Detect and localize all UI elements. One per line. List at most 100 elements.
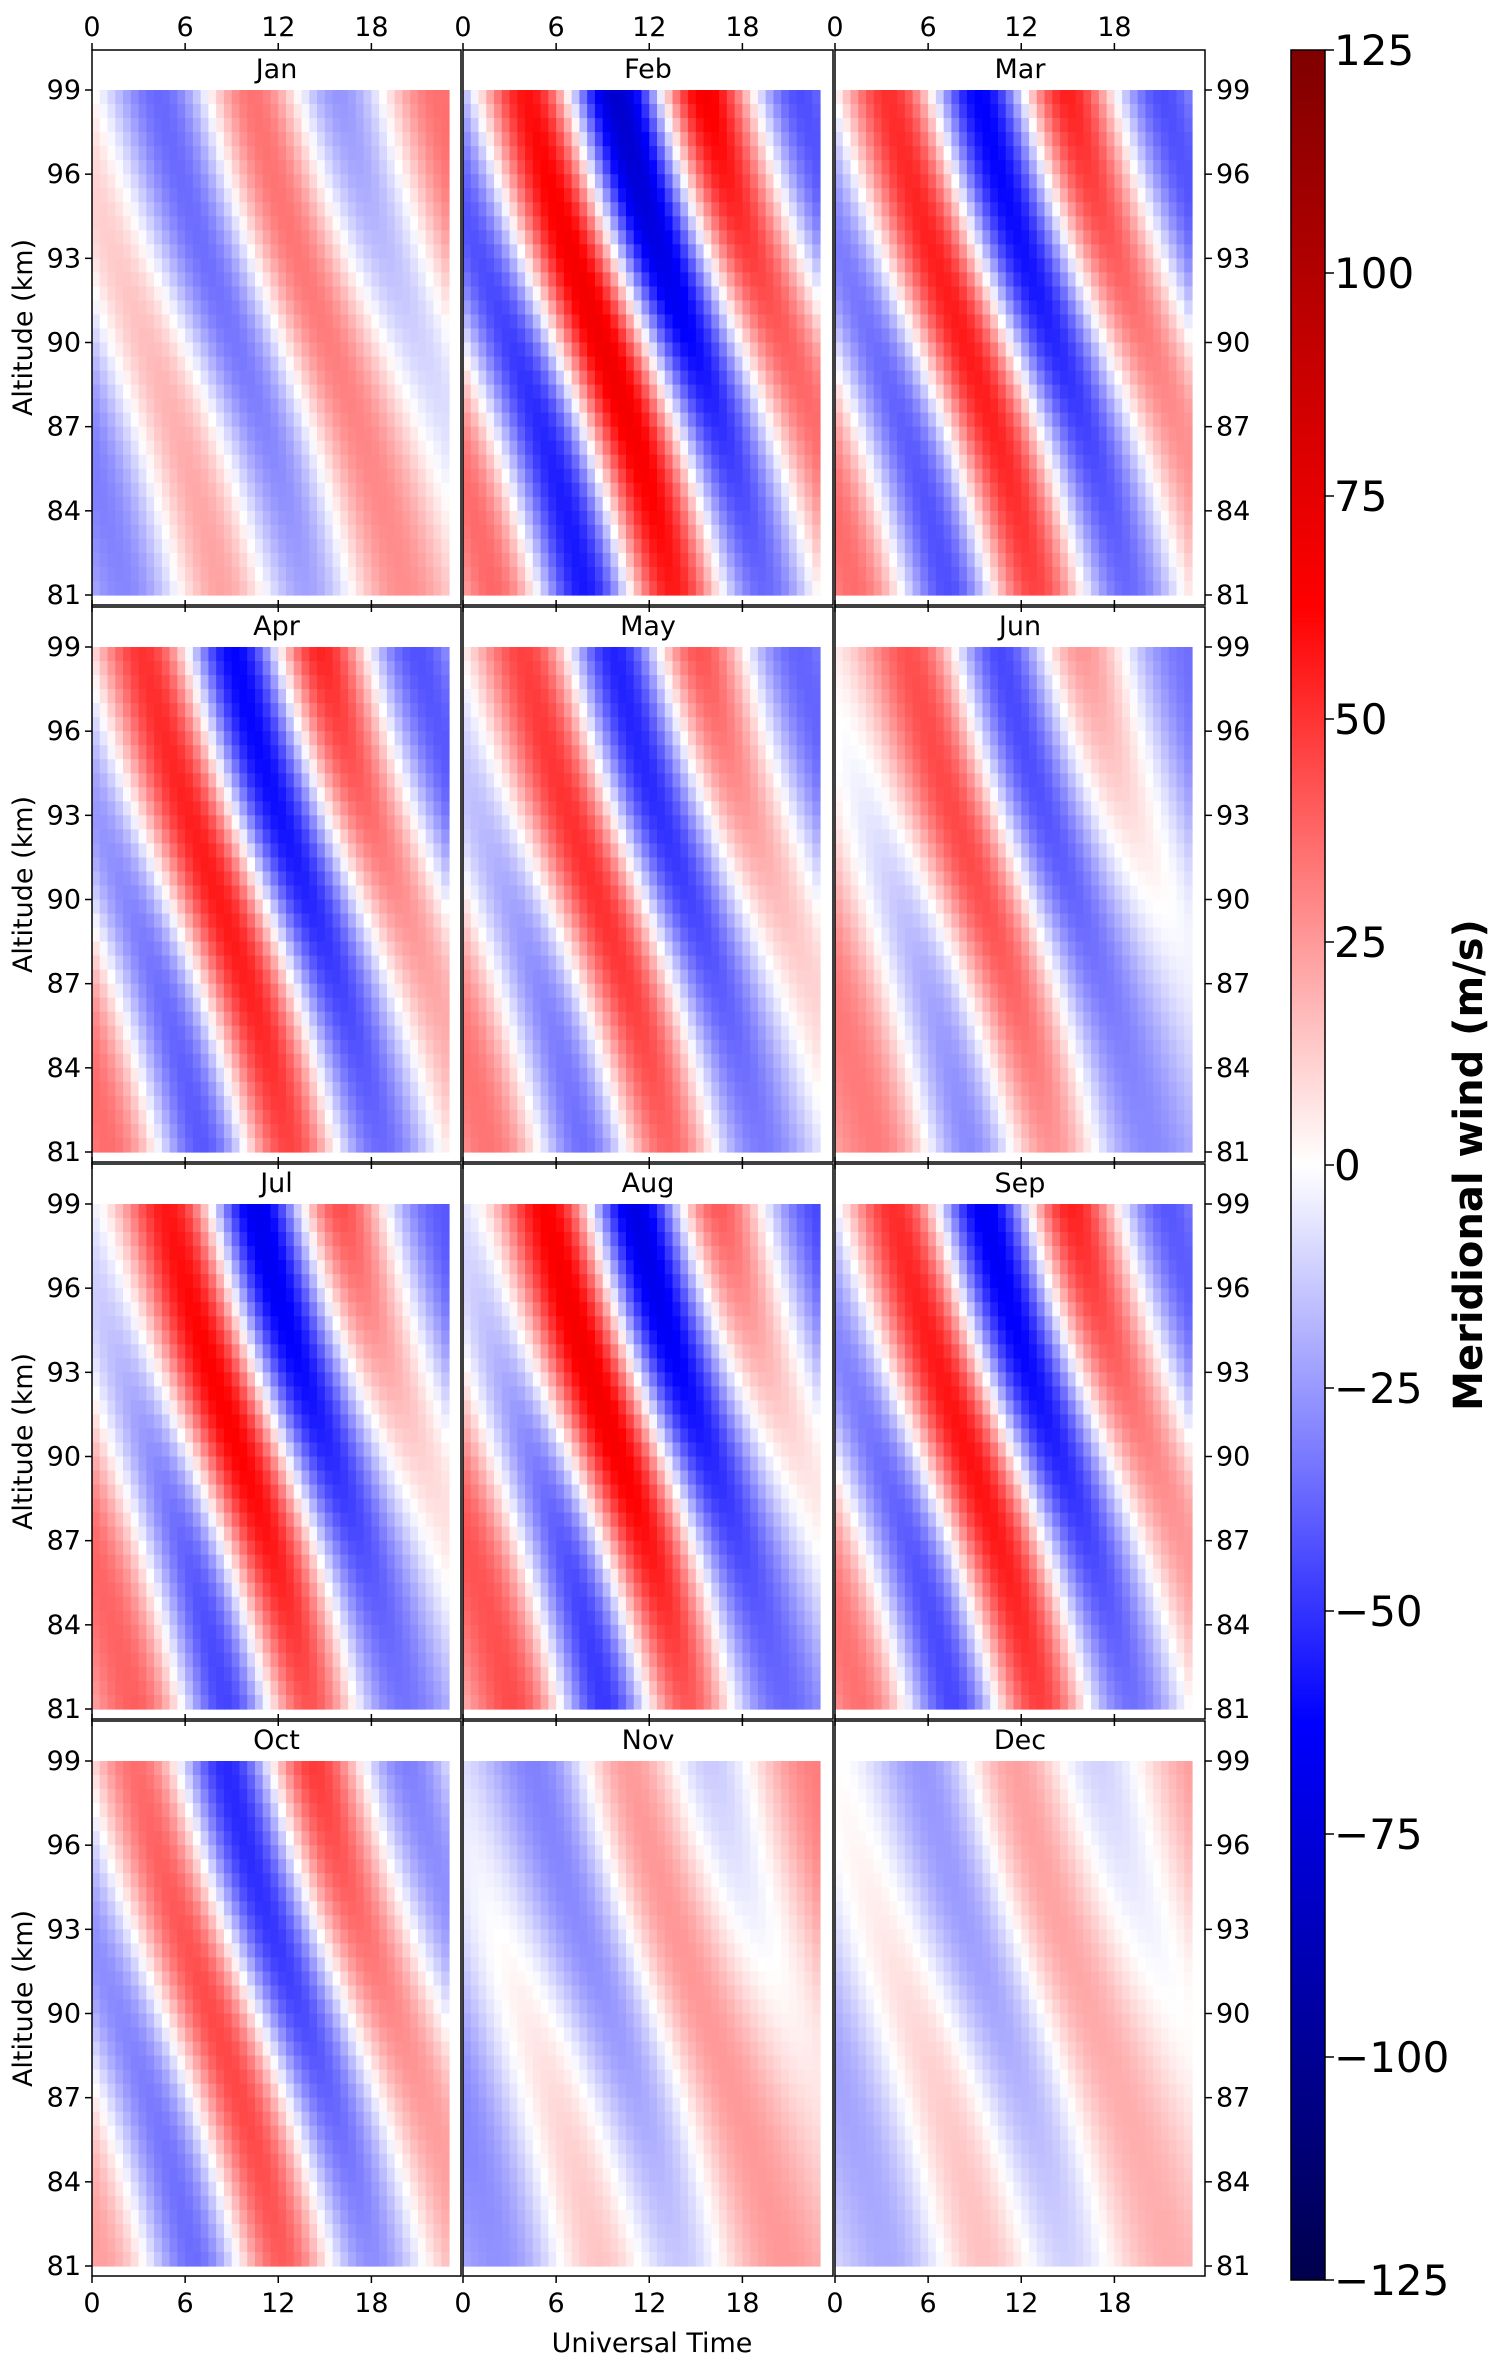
panel-title: Jan xyxy=(254,54,298,85)
colorbar-tick-label: 50 xyxy=(1334,695,1387,744)
y-tick-label: 84 xyxy=(47,2167,81,2198)
y-tick-label: 81 xyxy=(47,1694,81,1725)
x-tick-label: 12 xyxy=(1004,12,1038,43)
y-tick-label: 99 xyxy=(1216,75,1250,106)
y-tick-label: 81 xyxy=(47,2251,81,2282)
x-tick-label: 6 xyxy=(177,12,194,43)
y-tick-label: 99 xyxy=(1216,1189,1250,1220)
y-tick-label: 90 xyxy=(1216,1999,1250,2030)
x-tick-label: 0 xyxy=(454,2288,471,2319)
y-tick-label: 99 xyxy=(47,632,81,663)
x-tick-label: 12 xyxy=(632,12,666,43)
y-axis-label: Altitude (km) xyxy=(8,796,39,973)
y-tick-label: 93 xyxy=(47,243,81,274)
y-tick-label: 93 xyxy=(1216,800,1250,831)
heatmap-field xyxy=(92,1761,450,2267)
y-tick-label: 93 xyxy=(1216,1914,1250,1945)
panel-title: Nov xyxy=(622,1725,675,1756)
y-tick-label: 90 xyxy=(47,1442,81,1473)
y-tick-label: 96 xyxy=(1216,716,1250,747)
x-tick-label: 6 xyxy=(548,2288,565,2319)
x-tick-label: 18 xyxy=(1097,12,1131,43)
x-tick-label: 18 xyxy=(725,2288,759,2319)
heatmap-field xyxy=(463,1761,821,2267)
y-tick-label: 93 xyxy=(47,800,81,831)
y-tick-label: 81 xyxy=(1216,1137,1250,1168)
x-tick-label: 6 xyxy=(548,12,565,43)
heatmap-field xyxy=(463,1204,821,1710)
x-axis-label: Universal Time xyxy=(552,2328,753,2359)
y-axis-label: Altitude (km) xyxy=(8,1353,39,1530)
colorbar-tick-label: −75 xyxy=(1334,1810,1423,1859)
colorbar-tick-label: 75 xyxy=(1334,472,1387,521)
y-tick-label: 93 xyxy=(1216,243,1250,274)
panel-may: May xyxy=(463,600,833,1169)
y-tick-label: 96 xyxy=(47,716,81,747)
y-axis-label: Altitude (km) xyxy=(8,1910,39,2087)
y-tick-label: 87 xyxy=(1216,969,1250,1000)
x-tick-label: 0 xyxy=(83,2288,100,2319)
y-tick-label: 90 xyxy=(1216,328,1250,359)
heatmap-field xyxy=(835,1204,1193,1710)
x-tick-label: 0 xyxy=(454,12,471,43)
y-tick-label: 99 xyxy=(47,1746,81,1777)
heatmap-field xyxy=(92,647,450,1153)
y-tick-label: 99 xyxy=(1216,1746,1250,1777)
y-tick-label: 81 xyxy=(47,580,81,611)
y-tick-label: 93 xyxy=(1216,1357,1250,1388)
y-tick-label: 81 xyxy=(1216,1694,1250,1725)
x-tick-label: 18 xyxy=(725,12,759,43)
colorbar-tick-label: −125 xyxy=(1334,2256,1449,2305)
y-tick-label: 90 xyxy=(47,1999,81,2030)
y-tick-label: 96 xyxy=(1216,1273,1250,1304)
panel-aug: Aug xyxy=(463,1157,833,1726)
x-tick-label: 18 xyxy=(1097,2288,1131,2319)
y-tick-label: 90 xyxy=(47,885,81,916)
y-tick-label: 93 xyxy=(47,1357,81,1388)
x-tick-label: 12 xyxy=(261,12,295,43)
y-tick-label: 87 xyxy=(1216,412,1250,443)
y-tick-label: 84 xyxy=(1216,496,1250,527)
heatmap-field xyxy=(835,90,1193,596)
y-tick-label: 81 xyxy=(47,1137,81,1168)
y-tick-label: 87 xyxy=(47,2083,81,2114)
y-tick-label: 84 xyxy=(1216,1610,1250,1641)
colorbar-tick-label: −25 xyxy=(1334,1364,1423,1413)
y-tick-label: 84 xyxy=(1216,2167,1250,2198)
y-tick-label: 99 xyxy=(1216,632,1250,663)
heatmap-field xyxy=(92,90,450,596)
axes-layer: Universal Time xyxy=(552,2328,753,2359)
heatmap-field xyxy=(463,647,821,1153)
colorbar-tick-label: 125 xyxy=(1334,26,1414,75)
y-tick-label: 90 xyxy=(47,328,81,359)
colorbar-tick-label: 100 xyxy=(1334,249,1414,298)
y-tick-label: 84 xyxy=(47,1053,81,1084)
y-tick-label: 93 xyxy=(47,1914,81,1945)
panel-title: Mar xyxy=(995,54,1047,85)
x-tick-label: 12 xyxy=(1004,2288,1038,2319)
y-tick-label: 87 xyxy=(47,969,81,1000)
x-tick-label: 6 xyxy=(920,2288,937,2319)
y-tick-label: 84 xyxy=(1216,1053,1250,1084)
y-tick-label: 87 xyxy=(47,1526,81,1557)
x-tick-label: 18 xyxy=(354,12,388,43)
panel-title: Aug xyxy=(622,1168,675,1199)
y-tick-label: 99 xyxy=(47,75,81,106)
